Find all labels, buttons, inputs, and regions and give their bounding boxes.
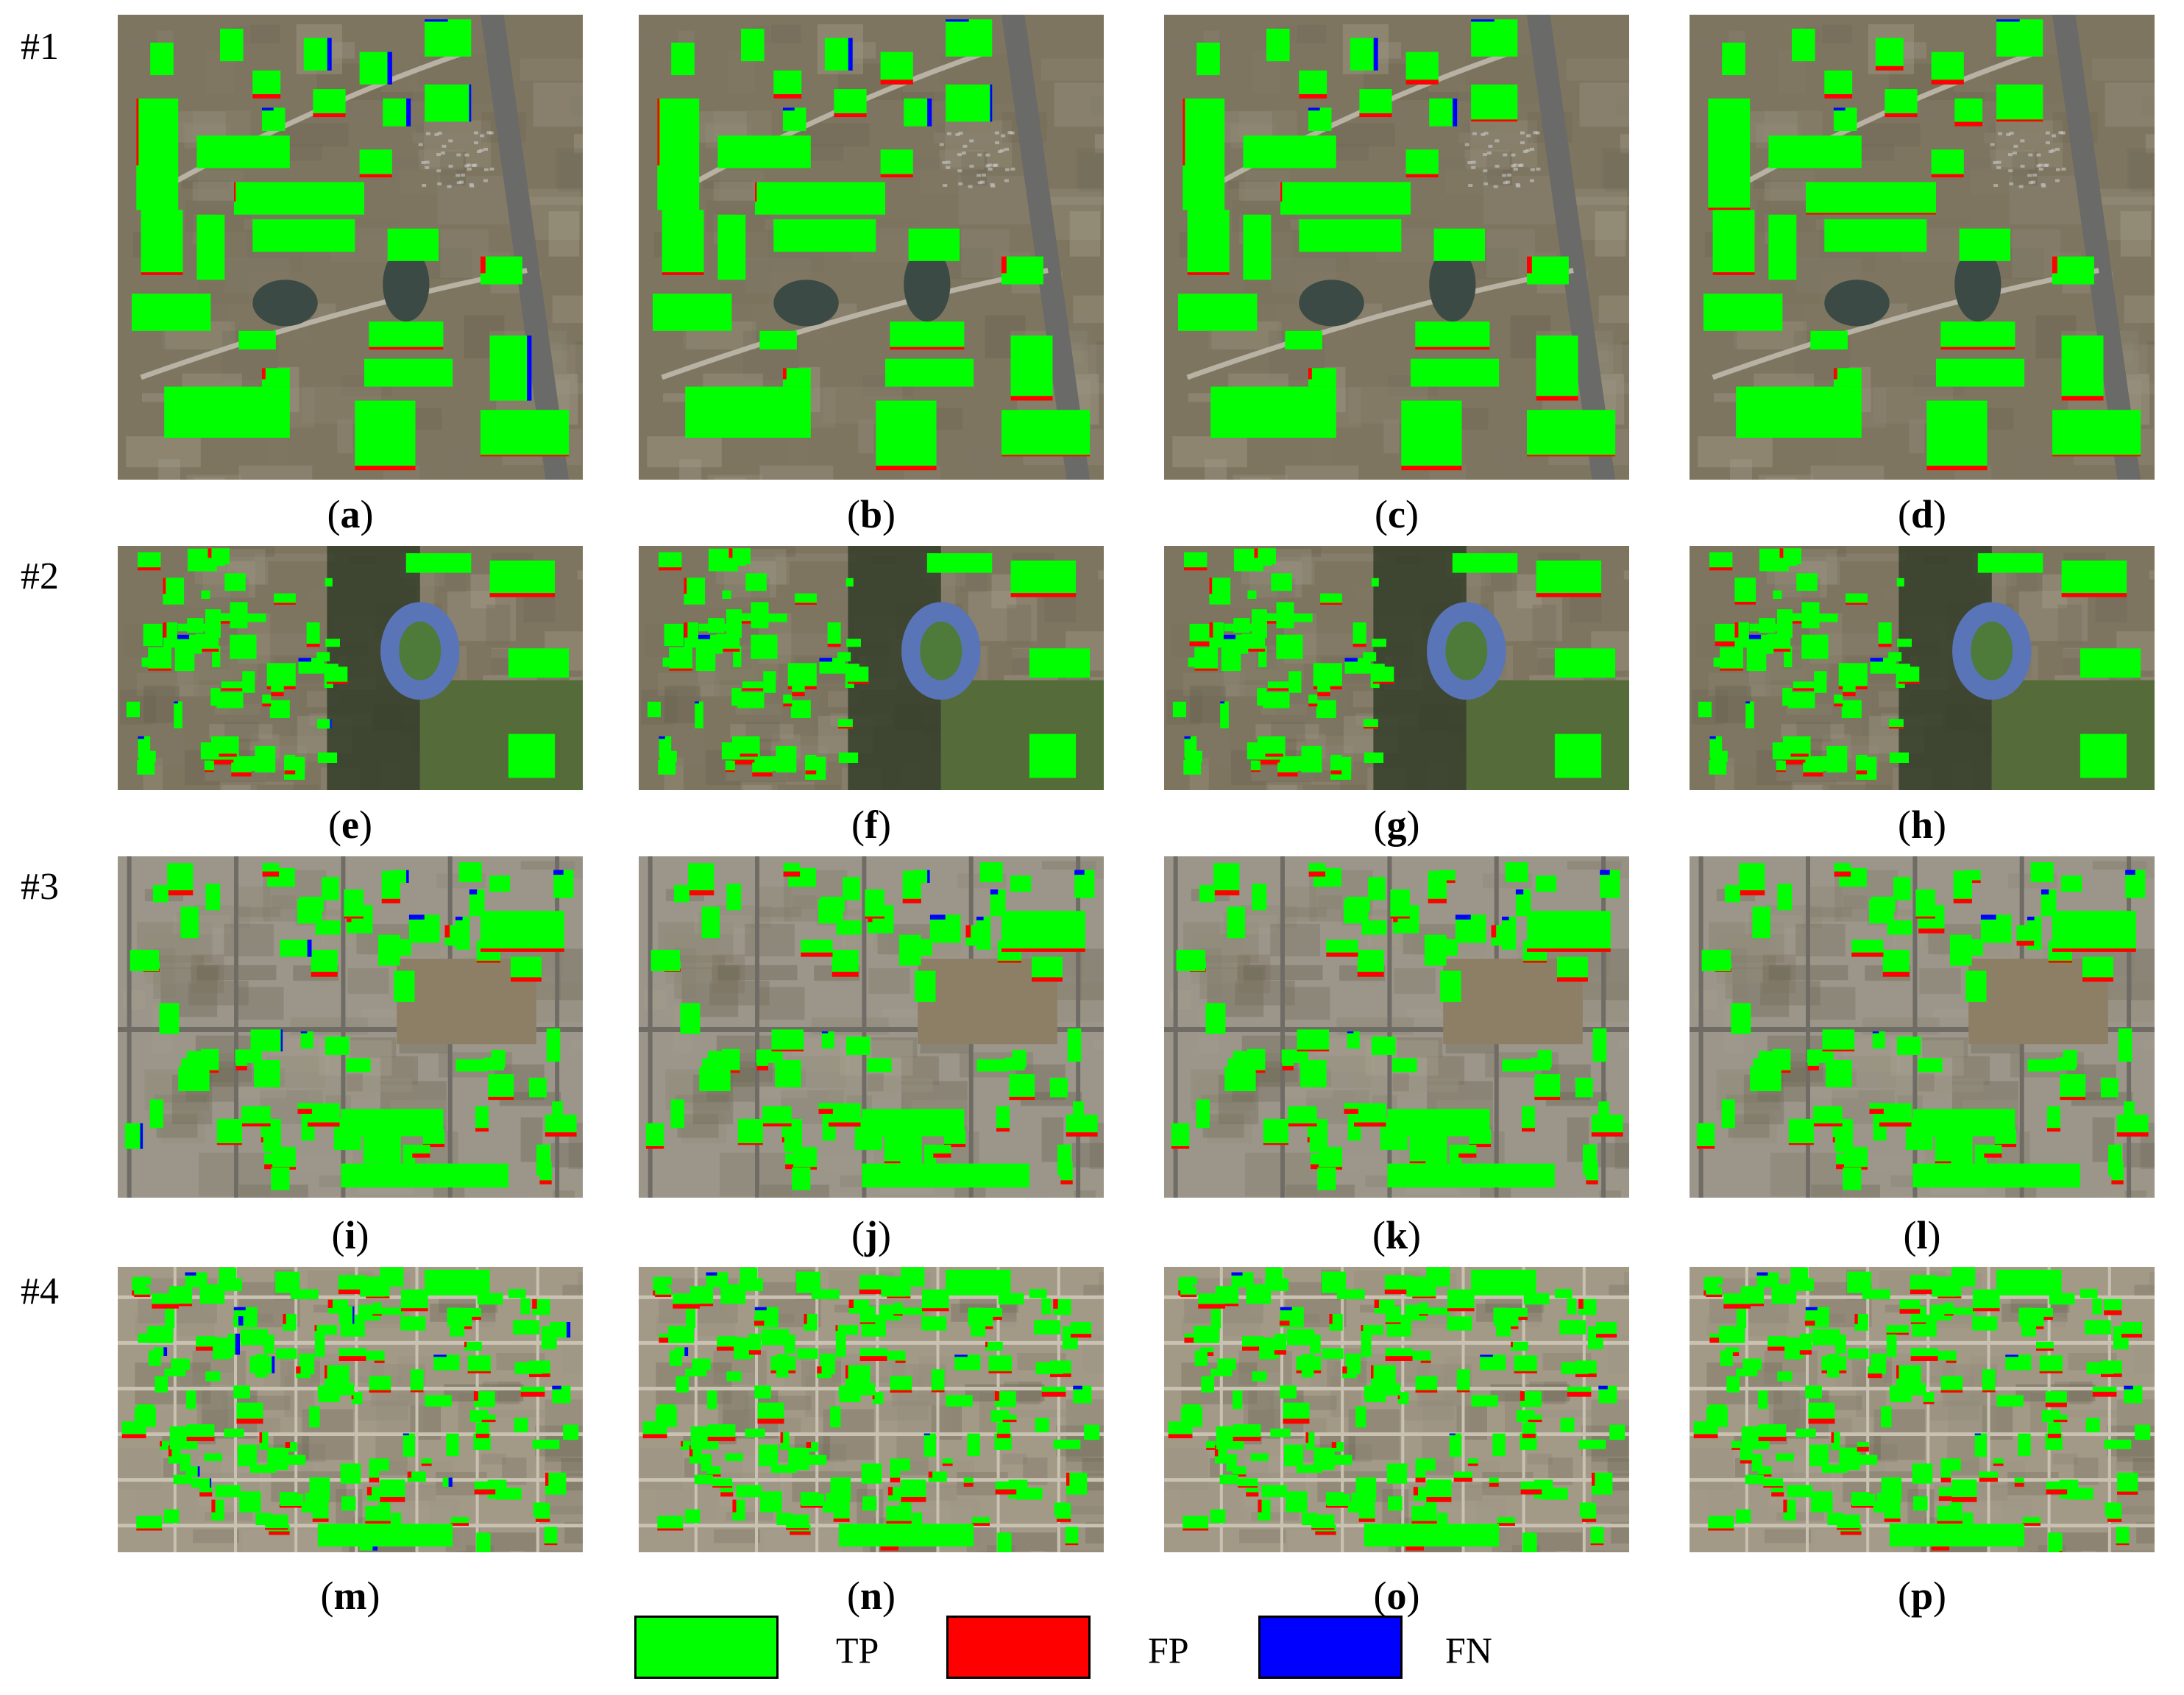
result-panel-o — [1164, 1267, 1629, 1552]
caption-j: (j) — [851, 1213, 891, 1257]
result-panel-g — [1164, 546, 1629, 790]
legend-swatch-tp — [634, 1616, 779, 1679]
result-panel-f — [639, 546, 1104, 790]
caption-f: (f) — [851, 803, 891, 847]
legend-swatch-fp — [946, 1616, 1091, 1679]
legend-label-tp: TP — [836, 1630, 879, 1671]
caption-b: (b) — [846, 492, 896, 536]
legend-swatch-fn — [1258, 1616, 1403, 1679]
caption-n: (n) — [846, 1574, 896, 1618]
row-label-3: #3 — [21, 866, 59, 908]
caption-c: (c) — [1375, 492, 1419, 536]
result-panel-b — [639, 15, 1104, 480]
result-panel-i — [118, 856, 583, 1198]
caption-i: (i) — [331, 1213, 369, 1257]
caption-o: (o) — [1373, 1574, 1420, 1618]
result-panel-p — [1690, 1267, 2155, 1552]
result-panel-c — [1164, 15, 1629, 480]
result-panel-m — [118, 1267, 583, 1552]
caption-a: (a) — [327, 492, 374, 536]
row-label-2: #2 — [21, 555, 59, 597]
row-label-4: #4 — [21, 1271, 59, 1312]
caption-d: (d) — [1897, 492, 1946, 536]
result-panel-d — [1690, 15, 2155, 480]
caption-h: (h) — [1897, 803, 1946, 847]
caption-p: (p) — [1897, 1574, 1946, 1618]
legend-label-fn: FN — [1445, 1630, 1492, 1671]
caption-g: (g) — [1373, 803, 1420, 847]
result-panel-h — [1690, 546, 2155, 790]
result-panel-l — [1690, 856, 2155, 1198]
result-panel-a — [118, 15, 583, 480]
caption-e: (e) — [328, 803, 372, 847]
legend-label-fp: FP — [1148, 1630, 1189, 1671]
result-panel-e — [118, 546, 583, 790]
row-label-1: #1 — [21, 26, 59, 68]
caption-m: (m) — [320, 1574, 380, 1618]
caption-l: (l) — [1903, 1213, 1941, 1257]
result-panel-j — [639, 856, 1104, 1198]
result-panel-k — [1164, 856, 1629, 1198]
result-panel-n — [639, 1267, 1104, 1552]
caption-k: (k) — [1372, 1213, 1421, 1257]
